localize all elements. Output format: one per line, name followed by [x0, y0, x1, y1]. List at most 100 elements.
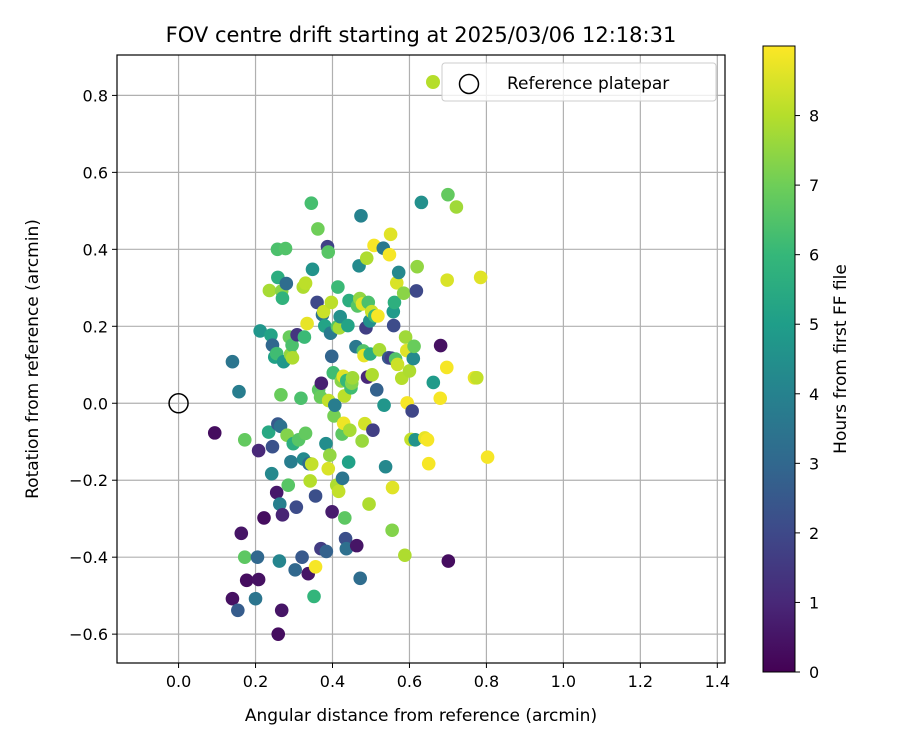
data-point: [319, 436, 333, 451]
data-point: [275, 291, 290, 306]
data-point: [407, 339, 421, 354]
data-point: [324, 349, 339, 364]
data-point: [343, 423, 357, 437]
data-point: [386, 318, 401, 333]
y-tick-label: −0.2: [69, 471, 108, 490]
legend-label: Reference platepar: [507, 74, 669, 94]
data-point: [234, 526, 249, 541]
x-tick-label: 0.4: [320, 672, 345, 691]
data-point: [365, 367, 379, 382]
colorbar-tick-label: 5: [809, 315, 819, 334]
data-point: [297, 330, 312, 344]
y-axis-ticks: −0.6 −0.4 −0.2 0.0 0.2 0.4 0.6 0.8: [69, 86, 117, 644]
y-tick-label: 0.4: [83, 240, 108, 259]
data-point: [300, 316, 314, 331]
y-tick-label: −0.6: [69, 625, 108, 644]
data-point: [387, 295, 402, 310]
colorbar-tick-label: 3: [809, 454, 819, 473]
data-point: [333, 309, 347, 324]
data-point: [308, 559, 323, 574]
legend-reference-marker: [458, 73, 480, 95]
x-tick-label: 0.2: [243, 672, 268, 691]
data-point: [331, 484, 346, 499]
data-point: [274, 387, 288, 402]
data-point: [298, 276, 313, 290]
data-point: [264, 466, 279, 481]
y-tick-label: −0.4: [69, 548, 108, 567]
data-point: [385, 480, 400, 495]
data-point: [285, 338, 299, 352]
x-tick-label: 1.4: [705, 672, 730, 691]
data-point: [281, 478, 296, 493]
colorbar-tick-label: 4: [809, 385, 819, 404]
data-point: [372, 342, 387, 357]
data-point: [271, 627, 286, 641]
data-point: [421, 456, 436, 471]
data-point: [284, 454, 298, 469]
data-point: [362, 497, 376, 511]
data-point: [339, 541, 354, 556]
data-point: [345, 371, 360, 385]
data-point: [480, 450, 495, 464]
data-point: [355, 434, 369, 448]
data-point: [231, 603, 245, 618]
data-point: [251, 572, 266, 587]
colorbar-tick-label: 7: [809, 176, 819, 195]
data-point: [341, 455, 356, 469]
data-point: [366, 423, 380, 437]
data-point: [441, 187, 455, 202]
data-point: [410, 259, 424, 274]
data-point: [288, 563, 302, 577]
colorbar-tick-label: 1: [809, 593, 819, 612]
data-point: [409, 284, 424, 298]
data-point: [440, 273, 454, 287]
data-point: [406, 351, 421, 366]
data-point: [377, 398, 391, 412]
colorbar-label: Hours from first FF file: [831, 264, 851, 454]
data-point: [378, 459, 393, 474]
data-point: [338, 511, 352, 525]
data-point: [295, 550, 309, 564]
data-point: [305, 262, 320, 277]
data-point: [272, 497, 287, 511]
data-point: [257, 511, 271, 525]
data-point: [390, 357, 405, 372]
data-point: [396, 286, 411, 300]
data-point: [398, 330, 413, 344]
data-point: [325, 504, 339, 519]
data-point: [311, 222, 325, 236]
data-point: [239, 573, 254, 588]
data-point: [232, 384, 246, 399]
data-point: [248, 591, 263, 606]
data-point: [473, 270, 488, 285]
data-point: [265, 439, 280, 454]
data-point: [207, 426, 222, 440]
data-point: [341, 318, 355, 333]
y-tick-label: 0.8: [83, 86, 108, 105]
data-point: [335, 471, 350, 486]
data-point: [251, 443, 266, 458]
data-point: [272, 554, 287, 568]
data-point: [382, 247, 397, 262]
data-point: [304, 457, 319, 471]
x-tick-label: 1.0: [551, 672, 576, 691]
data-point: [398, 548, 412, 563]
legend: Reference platepar: [426, 62, 717, 102]
y-axis-label: Rotation from reference (arcmin): [23, 219, 43, 499]
data-point: [225, 354, 240, 369]
data-point: [359, 251, 374, 265]
data-point: [285, 351, 300, 365]
data-point: [319, 544, 334, 559]
data-point: [449, 200, 464, 214]
data-point: [402, 364, 417, 378]
y-tick-label: 0.6: [83, 163, 108, 182]
data-point: [250, 550, 265, 564]
reference-point: [168, 393, 189, 414]
x-tick-label: 0.8: [474, 672, 499, 691]
scatter-points: [168, 187, 495, 641]
data-point: [371, 309, 385, 323]
data-point: [298, 426, 313, 441]
data-point: [253, 324, 267, 338]
